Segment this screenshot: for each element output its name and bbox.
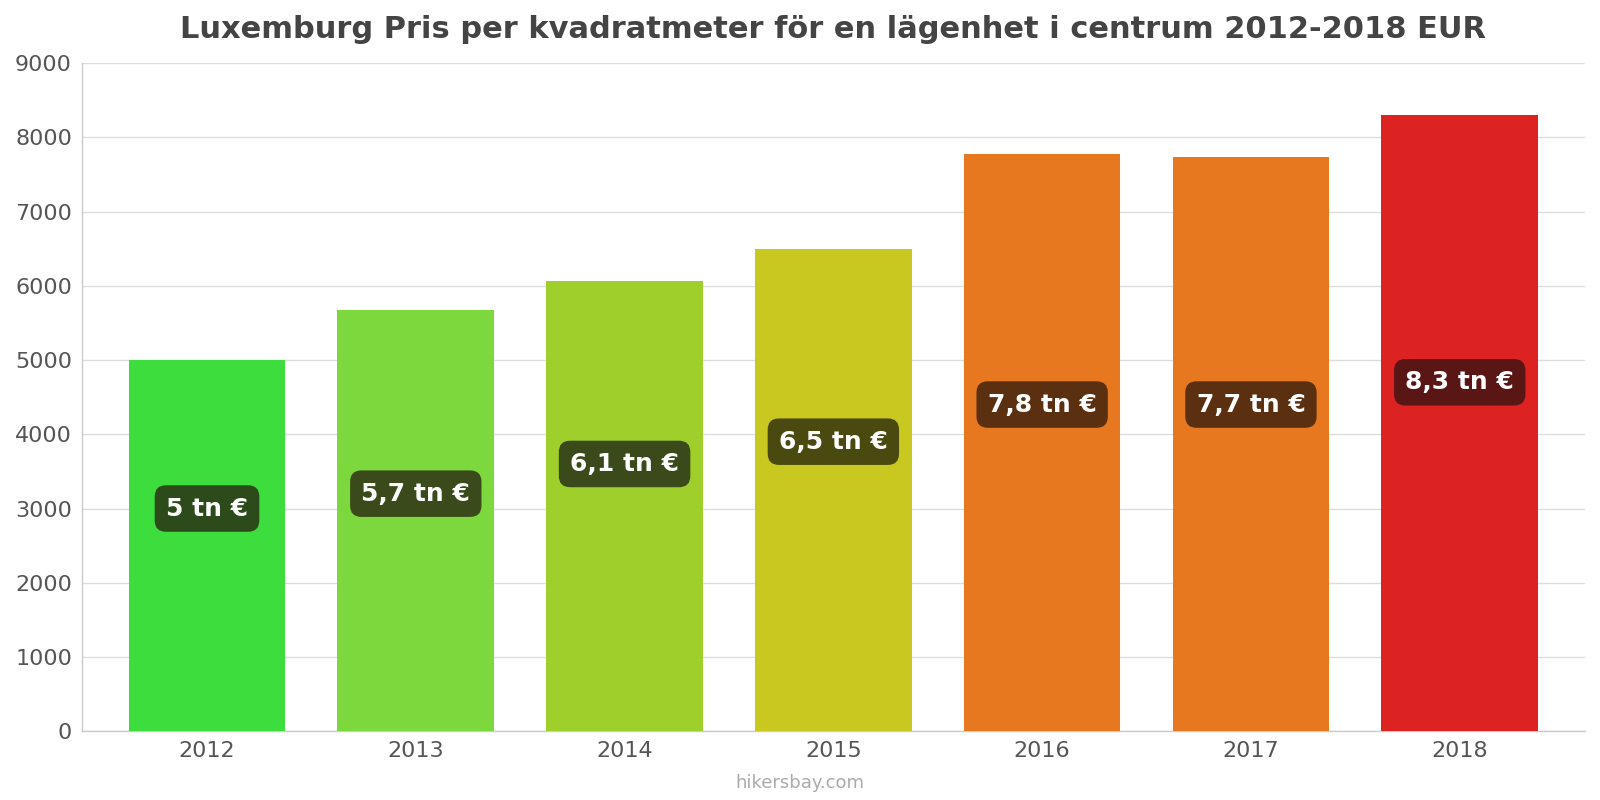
- Text: hikersbay.com: hikersbay.com: [736, 774, 864, 792]
- Text: 8,3 tn €: 8,3 tn €: [1405, 370, 1514, 394]
- Text: 5 tn €: 5 tn €: [166, 497, 248, 521]
- Bar: [1173, 158, 1330, 731]
- Title: Luxemburg Pris per kvadratmeter för en lägenhet i centrum 2012-2018 EUR: Luxemburg Pris per kvadratmeter för en l…: [181, 15, 1486, 44]
- Text: 6,5 tn €: 6,5 tn €: [779, 430, 888, 454]
- Text: 7,8 tn €: 7,8 tn €: [987, 393, 1096, 417]
- Bar: [1381, 115, 1538, 731]
- Bar: [546, 282, 702, 731]
- Bar: [338, 310, 494, 731]
- Bar: [963, 154, 1120, 731]
- Text: 7,7 tn €: 7,7 tn €: [1197, 393, 1306, 417]
- Text: 5,7 tn €: 5,7 tn €: [362, 482, 470, 506]
- Bar: [128, 360, 285, 731]
- Text: 6,1 tn €: 6,1 tn €: [570, 452, 678, 476]
- Bar: [755, 249, 912, 731]
